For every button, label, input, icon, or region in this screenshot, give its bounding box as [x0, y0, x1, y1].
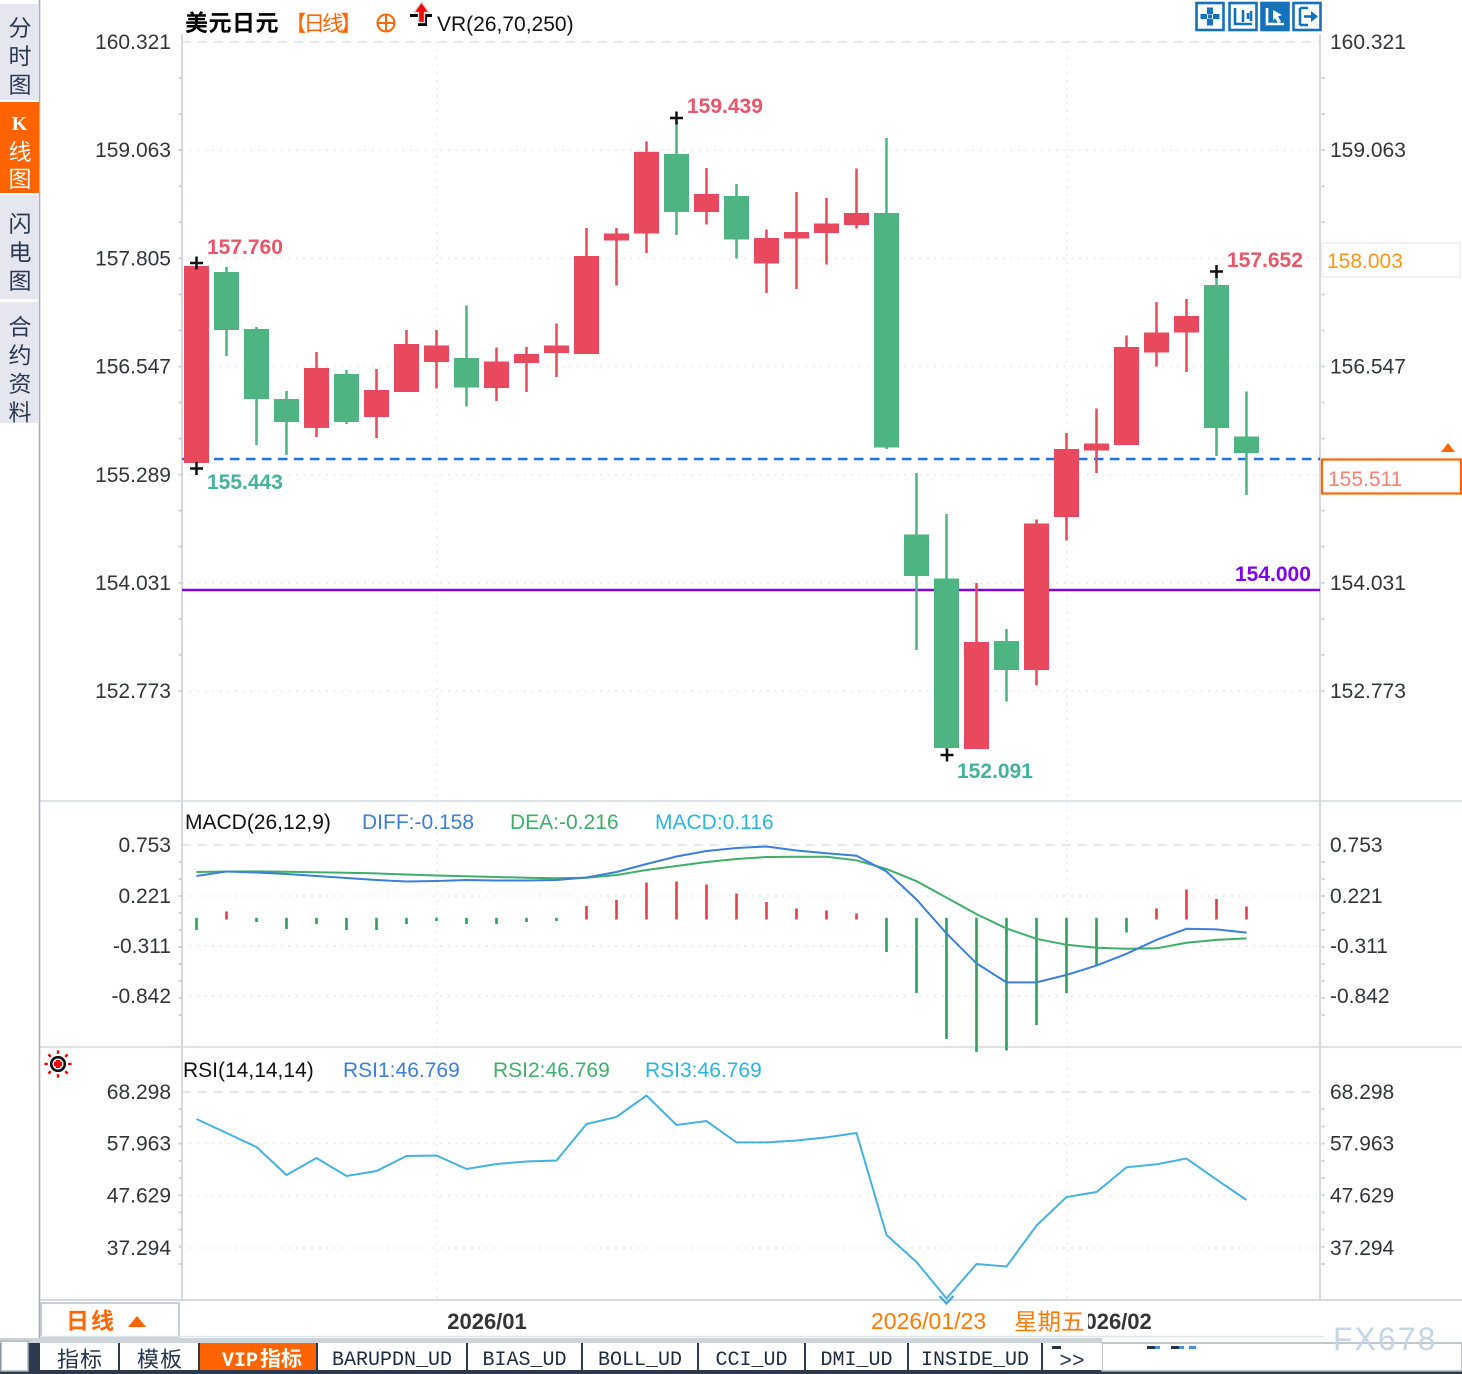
svg-text:CCI_UD: CCI_UD — [715, 1349, 787, 1372]
svg-text:159.063: 159.063 — [1330, 139, 1406, 162]
svg-text:>>: >> — [1059, 1351, 1084, 1374]
svg-text:MACD:0.116: MACD:0.116 — [655, 811, 774, 834]
svg-text:-0.842: -0.842 — [1330, 985, 1390, 1008]
svg-text:160.321: 160.321 — [1330, 31, 1406, 54]
svg-text:RSI2:46.769: RSI2:46.769 — [493, 1059, 610, 1082]
svg-text:-0.311: -0.311 — [113, 935, 171, 958]
svg-text:156.547: 156.547 — [1330, 356, 1406, 379]
svg-text:158.003: 158.003 — [1327, 250, 1403, 273]
svg-text:0.753: 0.753 — [118, 834, 171, 857]
svg-text:RSI1:46.769: RSI1:46.769 — [343, 1059, 460, 1082]
svg-text:INSIDE_UD: INSIDE_UD — [921, 1349, 1029, 1372]
svg-text:155.511: 155.511 — [1328, 468, 1402, 491]
svg-text:DEA:-0.216: DEA:-0.216 — [510, 811, 619, 834]
svg-text:BIAS_UD: BIAS_UD — [482, 1349, 566, 1372]
svg-text:57.963: 57.963 — [107, 1133, 171, 1156]
svg-text:47.629: 47.629 — [1330, 1185, 1394, 1208]
svg-text:-0.842: -0.842 — [111, 985, 171, 1008]
svg-text:37.294: 37.294 — [107, 1237, 172, 1260]
svg-text:VR(26,70,250): VR(26,70,250) — [437, 13, 574, 36]
svg-text:156.547: 156.547 — [95, 356, 171, 379]
svg-text:RSI(14,14,14): RSI(14,14,14) — [183, 1059, 314, 1082]
svg-text:47.629: 47.629 — [107, 1185, 171, 1208]
svg-text:0.221: 0.221 — [1330, 885, 1383, 908]
svg-text:37.294: 37.294 — [1330, 1237, 1395, 1260]
svg-text:57.963: 57.963 — [1330, 1133, 1394, 1156]
svg-text:154.031: 154.031 — [95, 572, 171, 595]
svg-text:0.221: 0.221 — [118, 885, 171, 908]
svg-text:155.443: 155.443 — [207, 471, 283, 494]
svg-text:155.289: 155.289 — [95, 464, 171, 487]
svg-text:BARUPDN_UD: BARUPDN_UD — [332, 1349, 452, 1372]
svg-text:BOLL_UD: BOLL_UD — [598, 1349, 682, 1372]
svg-text:-0.311: -0.311 — [1330, 935, 1388, 958]
svg-text:152.773: 152.773 — [95, 680, 171, 703]
svg-text:157.805: 157.805 — [95, 247, 171, 270]
svg-text:68.298: 68.298 — [1330, 1081, 1394, 1104]
svg-text:157.652: 157.652 — [1227, 249, 1303, 272]
svg-text:FX678: FX678 — [1333, 1321, 1437, 1357]
svg-text:68.298: 68.298 — [107, 1081, 171, 1104]
svg-text:159.439: 159.439 — [687, 95, 763, 118]
svg-text:2026/01/23: 2026/01/23 — [871, 1308, 986, 1334]
svg-text:RSI3:46.769: RSI3:46.769 — [645, 1059, 762, 1082]
svg-text:152.091: 152.091 — [957, 760, 1033, 783]
svg-text:2026/01: 2026/01 — [447, 1309, 527, 1334]
svg-text:154.000: 154.000 — [1235, 563, 1311, 586]
svg-text:157.760: 157.760 — [207, 236, 283, 259]
svg-text:MACD(26,12,9): MACD(26,12,9) — [185, 811, 331, 834]
svg-text:VIP: VIP — [222, 1350, 258, 1373]
svg-text:0.753: 0.753 — [1330, 834, 1383, 857]
svg-text:DIFF:-0.158: DIFF:-0.158 — [362, 811, 474, 834]
svg-text:K: K — [12, 113, 28, 135]
svg-text:152.773: 152.773 — [1330, 680, 1406, 703]
svg-text:DMI_UD: DMI_UD — [820, 1349, 892, 1372]
svg-text:160.321: 160.321 — [95, 31, 171, 54]
svg-text:159.063: 159.063 — [95, 139, 171, 162]
svg-text:154.031: 154.031 — [1330, 572, 1406, 595]
